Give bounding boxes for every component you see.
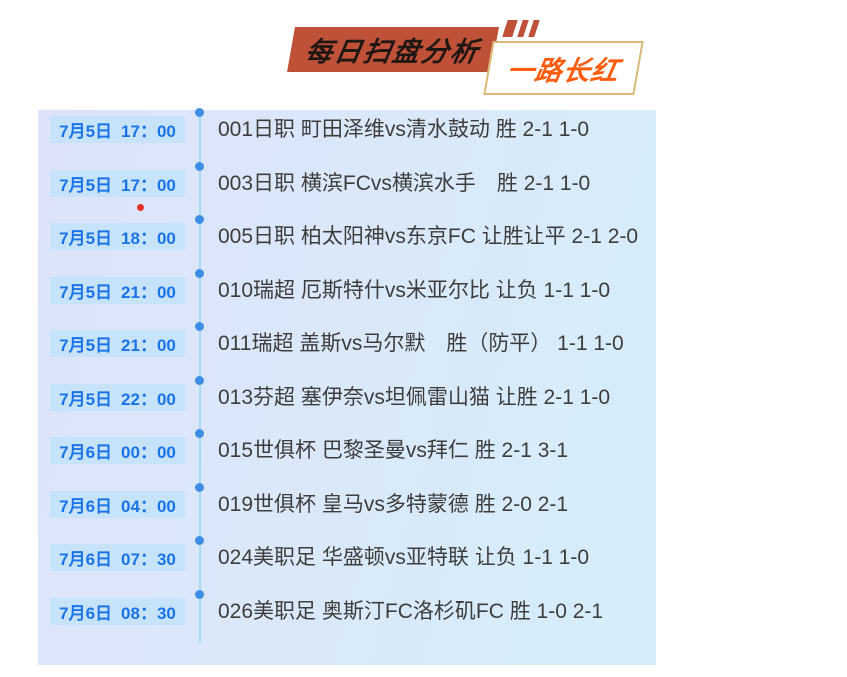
match-time-badge: 7月5日 21：00 bbox=[50, 276, 185, 304]
match-date: 7月5日 bbox=[59, 229, 113, 248]
stripe-icon bbox=[517, 20, 529, 37]
match-text: 013芬超 塞伊奈vs坦佩雷山猫 让胜 2-1 1-0 bbox=[218, 385, 611, 409]
timeline-dot bbox=[195, 429, 204, 438]
banner-subtitle: 一路长红 bbox=[504, 55, 622, 86]
banner-subtitle-plate: 一路长红 bbox=[483, 41, 644, 95]
timeline-dot bbox=[195, 108, 204, 117]
match-row: 7月6日 07：30 024美职足 华盛顿vs亚特联 让负 1-1 1-0 bbox=[38, 536, 656, 592]
match-date: 7月6日 bbox=[59, 496, 113, 516]
match-date: 7月5日 bbox=[59, 389, 113, 409]
match-time: 18：00 bbox=[121, 229, 176, 248]
match-time-badge: 7月5日 17：00 bbox=[50, 169, 185, 197]
match-text: 024美职足 华盛顿vs亚特联 让负 1-1 1-0 bbox=[218, 546, 590, 569]
timeline-dot bbox=[195, 482, 204, 492]
match-text: 015世俱杯 巴黎圣曼vs拜仁 胜 2-1 3-1 bbox=[218, 439, 569, 462]
banner-stripes-decoration bbox=[502, 20, 540, 37]
match-date: 7月5日 bbox=[59, 122, 113, 141]
match-row: 7月5日 17：00 003日职 横滨FCvs横滨水手 胜 2-1 1-0 bbox=[38, 161, 656, 218]
match-row: 7月6日 08：30 026美职足 奥斯汀FC洛杉矶FC 胜 1-0 2-1 bbox=[38, 589, 656, 646]
match-text: 005日职 柏太阳神vs东京FC 让胜让平 2-1 2-0 bbox=[218, 225, 639, 248]
match-time: 21：00 bbox=[121, 282, 176, 302]
timeline-dot bbox=[195, 161, 204, 171]
header-banner: 每日扫盘分析 一路长红 bbox=[0, 0, 847, 100]
timeline-dot bbox=[195, 375, 204, 385]
match-date: 7月5日 bbox=[59, 175, 113, 195]
timeline-dot bbox=[195, 589, 204, 599]
match-time-badge: 7月6日 07：30 bbox=[50, 544, 185, 571]
match-text: 010瑞超 厄斯特什vs米亚尔比 让负 1-1 1-0 bbox=[218, 278, 611, 302]
match-time: 07：30 bbox=[121, 550, 176, 569]
match-date: 7月5日 bbox=[59, 336, 113, 355]
match-time-badge: 7月5日 22：00 bbox=[50, 383, 185, 411]
match-list: 7月5日 17：00 001日职 町田泽维vs清水鼓动 胜 2-1 1-0 7月… bbox=[38, 108, 656, 646]
page-title: 每日扫盘分析 bbox=[302, 37, 483, 67]
match-row: 7月5日 18：00 005日职 柏太阳神vs东京FC 让胜让平 2-1 2-0 bbox=[38, 215, 656, 271]
match-time-badge: 7月6日 00：00 bbox=[50, 437, 185, 464]
match-time: 17：00 bbox=[121, 122, 176, 141]
match-time-badge: 7月6日 04：00 bbox=[50, 490, 185, 518]
match-date: 7月6日 bbox=[59, 603, 113, 623]
match-row: 7月5日 17：00 001日职 町田泽维vs清水鼓动 胜 2-1 1-0 bbox=[38, 108, 656, 164]
match-row: 7月5日 21：00 010瑞超 厄斯特什vs米亚尔比 让负 1-1 1-0 bbox=[38, 268, 656, 325]
matches-panel: 7月5日 17：00 001日职 町田泽维vs清水鼓动 胜 2-1 1-0 7月… bbox=[38, 108, 656, 665]
match-text: 026美职足 奥斯汀FC洛杉矶FC 胜 1-0 2-1 bbox=[218, 599, 604, 623]
match-date: 7月6日 bbox=[59, 550, 113, 569]
match-time: 08：30 bbox=[121, 603, 176, 623]
match-time: 00：00 bbox=[121, 443, 176, 462]
match-text: 011瑞超 盖斯vs马尔默 胜（防平） 1-1 1-0 bbox=[218, 332, 624, 355]
timeline-dot bbox=[195, 215, 204, 224]
match-time: 21：00 bbox=[121, 336, 176, 355]
match-time-badge: 7月5日 17：00 bbox=[50, 116, 185, 143]
match-date: 7月6日 bbox=[59, 443, 113, 462]
match-row: 7月5日 22：00 013芬超 塞伊奈vs坦佩雷山猫 让胜 2-1 1-0 bbox=[38, 375, 656, 432]
timeline-dot bbox=[195, 268, 204, 278]
stripe-icon bbox=[528, 20, 540, 37]
match-row: 7月5日 21：00 011瑞超 盖斯vs马尔默 胜（防平） 1-1 1-0 bbox=[38, 322, 656, 378]
match-time: 04：00 bbox=[121, 496, 176, 516]
match-text: 003日职 横滨FCvs横滨水手 胜 2-1 1-0 bbox=[218, 171, 591, 195]
match-time: 22：00 bbox=[121, 389, 176, 409]
match-row: 7月6日 00：00 015世俱杯 巴黎圣曼vs拜仁 胜 2-1 3-1 bbox=[38, 429, 656, 485]
match-time: 17：00 bbox=[121, 175, 176, 195]
red-dot-marker bbox=[137, 204, 144, 211]
timeline-dot bbox=[195, 322, 204, 331]
match-time-badge: 7月5日 21：00 bbox=[50, 330, 185, 357]
match-date: 7月5日 bbox=[59, 282, 113, 302]
match-text: 001日职 町田泽维vs清水鼓动 胜 2-1 1-0 bbox=[218, 118, 590, 141]
stripe-icon bbox=[502, 20, 518, 37]
match-row: 7月6日 04：00 019世俱杯 皇马vs多特蒙德 胜 2-0 2-1 bbox=[38, 482, 656, 539]
match-time-badge: 7月6日 08：30 bbox=[50, 597, 185, 625]
match-text: 019世俱杯 皇马vs多特蒙德 胜 2-0 2-1 bbox=[218, 492, 569, 516]
banner-title-plate: 每日扫盘分析 bbox=[287, 27, 499, 72]
timeline-dot bbox=[195, 536, 204, 545]
match-time-badge: 7月5日 18：00 bbox=[50, 223, 185, 250]
